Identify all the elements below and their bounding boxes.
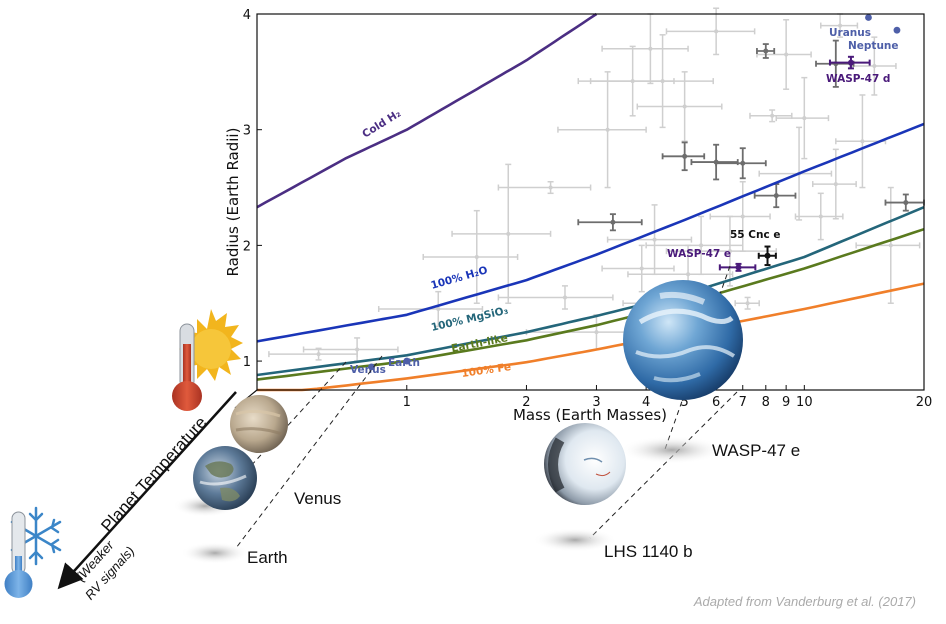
background-planet-point (497, 285, 614, 310)
x-tick-label: 4 (642, 395, 650, 410)
earth-image (193, 446, 257, 510)
neptune-point-label: Neptune (848, 40, 899, 52)
composition-curve-2 (256, 206, 925, 377)
solar-system-point-3 (893, 26, 901, 34)
composition-curve-0 (256, 12, 598, 209)
measured-planet-point (577, 213, 643, 232)
h2o-label: 100% H₂O (430, 264, 490, 292)
composition-curve-4 (257, 282, 925, 392)
background-planet-point (451, 163, 552, 304)
background-planet-point (756, 19, 812, 90)
solar-system-point-2 (865, 14, 872, 21)
earth-point-label: Earth (388, 357, 420, 369)
cnc-55-e-label: 55 Cnc e (730, 229, 780, 241)
lhs-1140-b-image (544, 423, 626, 505)
mass-radius-plot: Cold H₂ 100% H₂O 100% MgSiO₃ Earth-like … (224, 7, 933, 424)
background-planet-point (606, 204, 693, 276)
background-planet-point (601, 13, 689, 85)
uranus-point-label: Uranus (829, 27, 871, 39)
y-tick-label: 4 (243, 8, 251, 23)
x-tick-label: 7 (739, 395, 747, 410)
hot-thermometer-sun-icon (172, 309, 243, 411)
highlighted-planet-point-1 (718, 262, 757, 272)
fe-label: 100% Fe (461, 361, 512, 380)
background-planets (268, 7, 921, 362)
measured-planet-point (690, 143, 739, 181)
x-axis-title: Mass (Earth Masses) (513, 406, 667, 424)
solar-system-point-1 (403, 357, 411, 365)
wasp-47-e-image (623, 280, 743, 400)
wasp-47-e-point-label: WASP-47 e (667, 248, 731, 260)
background-planet-point (848, 36, 897, 96)
x-tick-label: 3 (592, 395, 600, 410)
earth-shadow (181, 542, 249, 564)
measured-planet-point (715, 147, 767, 180)
measured-planet-point (661, 141, 706, 172)
x-tick-label: 1 (403, 395, 411, 410)
well-measured-planets (577, 39, 925, 232)
background-planet-point (794, 192, 844, 241)
y-tick-label: 2 (243, 239, 251, 254)
background-planet-point (589, 34, 714, 129)
composition-curve-labels: Cold H₂ 100% H₂O 100% MgSiO₃ Earth-like … (360, 107, 512, 380)
background-planet-point (749, 109, 793, 123)
x-axis-ticks: 1 2 3 4 5 6 7 8 9 10 20 (403, 385, 933, 410)
background-planet-point (557, 71, 647, 189)
lhs-1140-b-image-label: LHS 1140 b (604, 542, 693, 561)
composition-curves (256, 12, 925, 392)
y-tick-label: 1 (243, 355, 251, 370)
earth-guide-line (235, 355, 383, 549)
background-planet-point (855, 186, 921, 304)
x-tick-label: 6 (712, 395, 720, 410)
temperature-arrow (57, 391, 237, 590)
cold-thermometer-snowflake-icon (4, 506, 62, 598)
background-planet-point (422, 209, 519, 304)
x-tick-label: 9 (782, 395, 790, 410)
background-planet-point (601, 244, 675, 293)
background-planet-point (665, 7, 756, 56)
background-planet-point (645, 215, 744, 276)
background-planet-point (811, 148, 857, 220)
background-planet-point (709, 181, 771, 252)
x-tick-label: 20 (916, 395, 933, 410)
x-tick-label: 10 (796, 395, 813, 410)
measured-planet-point (884, 193, 925, 212)
x-tick-label: 5 (681, 395, 689, 410)
wasp-47-d-label: WASP-47 d (826, 73, 890, 85)
solar-system-planets (368, 14, 901, 371)
y-axis-ticks: 1 2 3 4 (243, 8, 262, 370)
planet-point-labels: Venus Earth Uranus Neptune 55 Cnc e WASP… (350, 27, 899, 376)
background-planet-point (820, 13, 859, 38)
highlighted-planets (718, 55, 871, 272)
venus-image-label: Venus (294, 489, 341, 508)
wasp-47-e-shadow (620, 436, 724, 464)
x-tick-label: 2 (522, 395, 530, 410)
composition-curve-1 (256, 122, 925, 343)
earth-image-label: Earth (247, 548, 288, 567)
earth-like-label: Earth-like (450, 332, 509, 355)
background-planet-point (497, 181, 592, 195)
background-planet-point (734, 296, 760, 310)
y-tick-label: 3 (243, 124, 251, 139)
figure-credit: Adapted from Vanderburg et al. (2017) (693, 594, 916, 609)
highlighted-planet-point-2 (828, 55, 871, 70)
background-planet-point (636, 71, 723, 143)
wasp-47-e-image-label: WASP-47 e (712, 441, 800, 460)
lhs-1140-b-shadow (533, 528, 617, 552)
y-axis-title: Radius (Earth Radii) (224, 128, 242, 277)
x-tick-label: 8 (762, 395, 770, 410)
measured-planet-point (756, 43, 776, 59)
plot-frame (256, 13, 925, 391)
lhs-1140-b-guide-line (589, 391, 738, 539)
measured-planet-point (753, 183, 797, 209)
perspective-guides (215, 265, 738, 549)
wasp-47-e-guide-line (663, 265, 731, 453)
background-planet-point (302, 337, 399, 362)
venus-point-label: Venus (350, 364, 386, 376)
solar-system-point-0 (368, 363, 375, 371)
highlighted-planet-point-0 (757, 245, 777, 267)
venus-image (230, 395, 288, 453)
